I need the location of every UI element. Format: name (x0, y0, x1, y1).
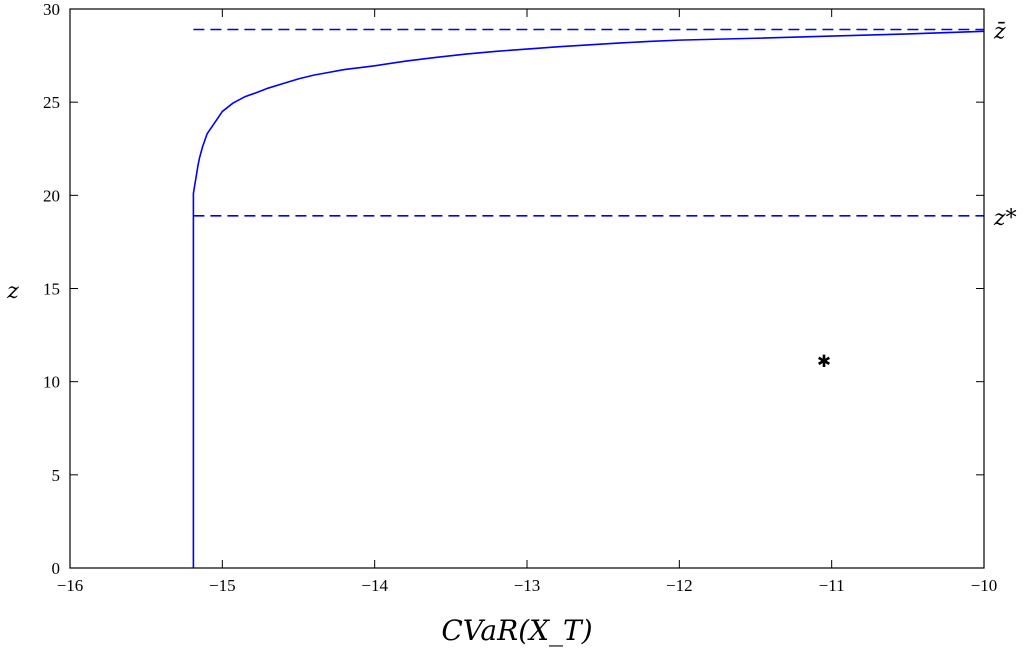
x-tick-label: −15 (209, 576, 236, 595)
series-group (192, 28, 985, 568)
y-axis-title: z (6, 279, 19, 304)
markers-group: ✱ (817, 352, 831, 372)
x-tick-label: −14 (361, 576, 388, 595)
frontier-line (192, 30, 985, 568)
x-tick-label: −12 (666, 576, 693, 595)
y-tick-label: 0 (52, 559, 61, 578)
y-tick-label: 10 (43, 373, 60, 392)
x-tick-label: −16 (57, 576, 84, 595)
y-tick-label: 25 (43, 93, 60, 112)
x-tick-label: −11 (819, 576, 845, 595)
x-axis-title: CVaR(X_T) (441, 614, 592, 647)
star-marker-0: ✱ (817, 352, 831, 372)
y-tick-label: 5 (52, 466, 61, 485)
y-tick-label: 20 (43, 186, 60, 205)
plot-background (70, 9, 984, 568)
reference-labels: z̄ z* (993, 19, 1017, 230)
x-tick-label: −10 (971, 576, 998, 595)
y-tick-label: 30 (43, 0, 60, 19)
x-tick-label: −13 (514, 576, 541, 595)
reference-label-1: z* (993, 206, 1017, 231)
plot-area (70, 9, 984, 568)
axes-group: −16 −15 −14 −13 −12 −11 −10 0 5 10 15 20 25 30 (43, 0, 997, 595)
reference-label-0: z̄ (993, 19, 1006, 44)
y-tick-label: 15 (43, 280, 60, 299)
